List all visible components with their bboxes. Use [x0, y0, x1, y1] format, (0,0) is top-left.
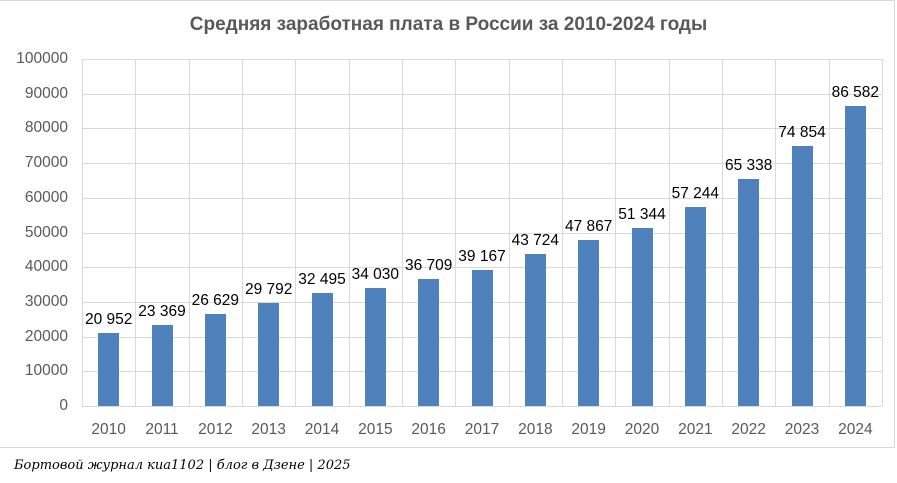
gridline-vertical: [188, 59, 190, 406]
chart-title: Средняя заработная плата в России за 201…: [189, 14, 708, 35]
gridline-vertical: [828, 59, 830, 406]
y-tick-label: 50000: [24, 223, 68, 241]
gridline-vertical: [348, 59, 350, 406]
y-tick-label: 90000: [24, 84, 68, 102]
gridline-horizontal: [82, 197, 882, 199]
data-label: 57 244: [671, 185, 720, 203]
gridline-vertical: [242, 59, 243, 406]
gridline-vertical: [508, 59, 510, 406]
gridline-vertical: [82, 59, 83, 406]
data-label: 74 854: [778, 124, 826, 142]
data-label: 29 792: [244, 280, 293, 298]
data-label: 20 952: [84, 311, 133, 329]
bar-2015: [364, 287, 386, 406]
data-label: 23 369: [138, 302, 186, 320]
bar-2019: [578, 239, 600, 406]
data-label: 39 167: [458, 248, 506, 266]
bar-2020: [631, 227, 653, 406]
gridline-horizontal: [82, 267, 882, 269]
bar-2022: [738, 179, 760, 406]
gridline-vertical: [455, 59, 457, 406]
data-label: 43 724: [511, 232, 560, 250]
data-label: 34 030: [351, 265, 400, 283]
footer-credit: Бортовой журнал киа1102 | блог в Дзене |…: [14, 458, 351, 473]
x-tick-label: 2010: [91, 421, 126, 438]
x-tick-label: 2017: [464, 421, 500, 438]
data-label: 32 495: [298, 271, 346, 289]
bar-2014: [311, 293, 333, 406]
bar-2023: [791, 146, 813, 406]
chart-frame: [0, 0, 895, 448]
data-label: 36 709: [404, 256, 453, 274]
x-tick-label: 2020: [624, 421, 660, 438]
x-tick-label: 2023: [784, 421, 820, 438]
bar-2021: [684, 207, 706, 406]
gridline-vertical: [882, 59, 883, 406]
gridline-vertical: [615, 59, 617, 406]
x-tick-label: 2024: [838, 421, 873, 438]
y-tick-label: 10000: [24, 362, 68, 380]
data-label: 47 867: [564, 217, 613, 235]
plot-area: 20 952 23 369 26 629 29 792 32 495 34 030 36 7…: [82, 59, 883, 407]
data-label: 65 338: [724, 157, 773, 175]
y-tick-label: 100000: [16, 50, 68, 67]
x-tick-label: 2011: [145, 421, 179, 438]
x-tick-label: 2018: [518, 421, 553, 438]
gridline-vertical: [668, 59, 670, 406]
bar-2010: [98, 333, 120, 406]
gridline-vertical: [402, 59, 403, 406]
gridline-vertical: [135, 59, 137, 406]
bar-2024: [844, 105, 866, 406]
data-label: 86 582: [831, 83, 880, 101]
bar-2018: [524, 254, 546, 406]
gridline-horizontal: [82, 406, 882, 407]
x-tick-label: 2021: [678, 421, 713, 438]
x-tick-label: 2019: [571, 421, 606, 438]
gridline-horizontal: [82, 93, 882, 95]
y-tick-label: 0: [59, 397, 68, 414]
x-tick-label: 2022: [731, 421, 766, 438]
x-tick-label: 2016: [411, 421, 446, 438]
gridline-vertical: [722, 59, 723, 406]
bar-2016: [418, 278, 440, 406]
bar-2013: [258, 302, 280, 406]
x-tick-label: 2012: [198, 421, 233, 438]
gridline-horizontal: [82, 59, 882, 60]
gridline-vertical: [562, 59, 563, 406]
gridline-vertical: [295, 59, 297, 406]
x-tick-label: 2015: [358, 421, 393, 438]
gridline-horizontal: [82, 128, 882, 130]
y-tick-label: 80000: [24, 119, 68, 137]
bar-2011: [151, 324, 173, 406]
data-label: 51 344: [618, 205, 666, 223]
gridline-horizontal: [82, 232, 882, 234]
y-tick-label: 30000: [24, 292, 68, 310]
y-tick-label: 20000: [24, 327, 68, 345]
bar-2017: [471, 270, 493, 406]
gridline-horizontal: [82, 163, 882, 165]
x-tick-label: 2014: [304, 421, 340, 438]
bar-2012: [204, 313, 226, 406]
y-tick-label: 60000: [24, 188, 68, 206]
data-label: 26 629: [191, 291, 240, 309]
y-tick-label: 70000: [24, 154, 68, 172]
x-tick-label: 2013: [251, 421, 286, 438]
y-tick-label: 40000: [24, 258, 68, 276]
gridline-vertical: [775, 59, 777, 406]
